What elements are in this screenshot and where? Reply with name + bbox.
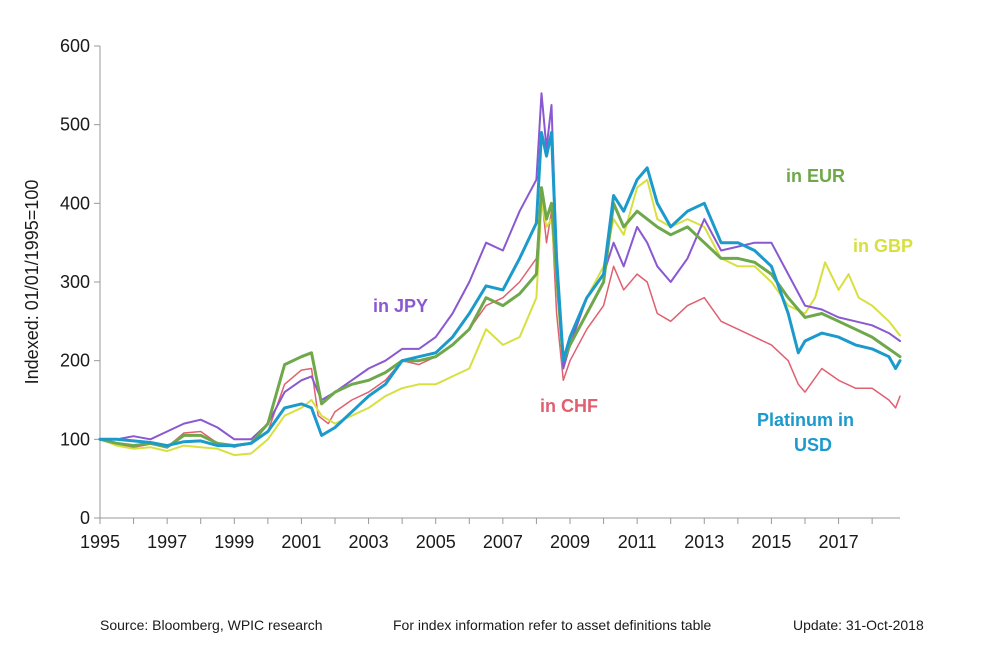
y-tick-label: 600	[60, 36, 90, 56]
annotation-platinum-in-usd-line2: USD	[794, 435, 832, 455]
x-tick-label: 2009	[550, 532, 590, 552]
y-axis-label: Indexed: 01/01/1995=100	[22, 180, 42, 385]
annotation-in-jpy: in JPY	[373, 296, 428, 316]
x-tick-label: 2007	[483, 532, 523, 552]
y-tick-label: 0	[80, 508, 90, 528]
update-date: Update: 31-Oct-2018	[793, 617, 924, 633]
series-line-platinum-in-usd	[98, 131, 902, 448]
x-tick-label: 2011	[618, 532, 657, 552]
annotation-in-eur: in EUR	[786, 166, 845, 186]
x-tick-label: 1995	[80, 532, 120, 552]
source-note: Source: Bloomberg, WPIC research	[100, 617, 323, 633]
y-tick-label: 500	[60, 115, 90, 135]
y-tick-label: 100	[60, 429, 90, 449]
series-line-in-jpy	[99, 92, 901, 441]
y-tick-label: 300	[60, 272, 90, 292]
x-tick-label: 2003	[349, 532, 389, 552]
y-tick-label: 400	[60, 193, 90, 213]
x-tick-label: 2005	[416, 532, 456, 552]
series-group	[98, 92, 902, 457]
x-tick-label: 2013	[684, 532, 724, 552]
y-tick-label: 200	[60, 351, 90, 371]
x-tick-label: 2001	[281, 532, 321, 552]
x-tick-label: 1999	[214, 532, 254, 552]
x-tick-label: 1997	[147, 532, 187, 552]
x-tick-label: 2017	[819, 532, 859, 552]
annotation-platinum-in-usd-line1: Platinum in	[757, 410, 854, 430]
annotations: in EUR in GBP in JPY in CHF Platinum in …	[373, 166, 913, 455]
index-info-note: For index information refer to asset def…	[393, 617, 712, 633]
axes: 0 100 200 300 400 500 600 1995 1997 1999 2001 2003 2…	[60, 36, 900, 552]
x-tick-label: 2015	[751, 532, 791, 552]
annotation-in-gbp: in GBP	[853, 236, 913, 256]
series-line-in-eur	[98, 186, 902, 449]
annotation-in-chf: in CHF	[540, 396, 598, 416]
